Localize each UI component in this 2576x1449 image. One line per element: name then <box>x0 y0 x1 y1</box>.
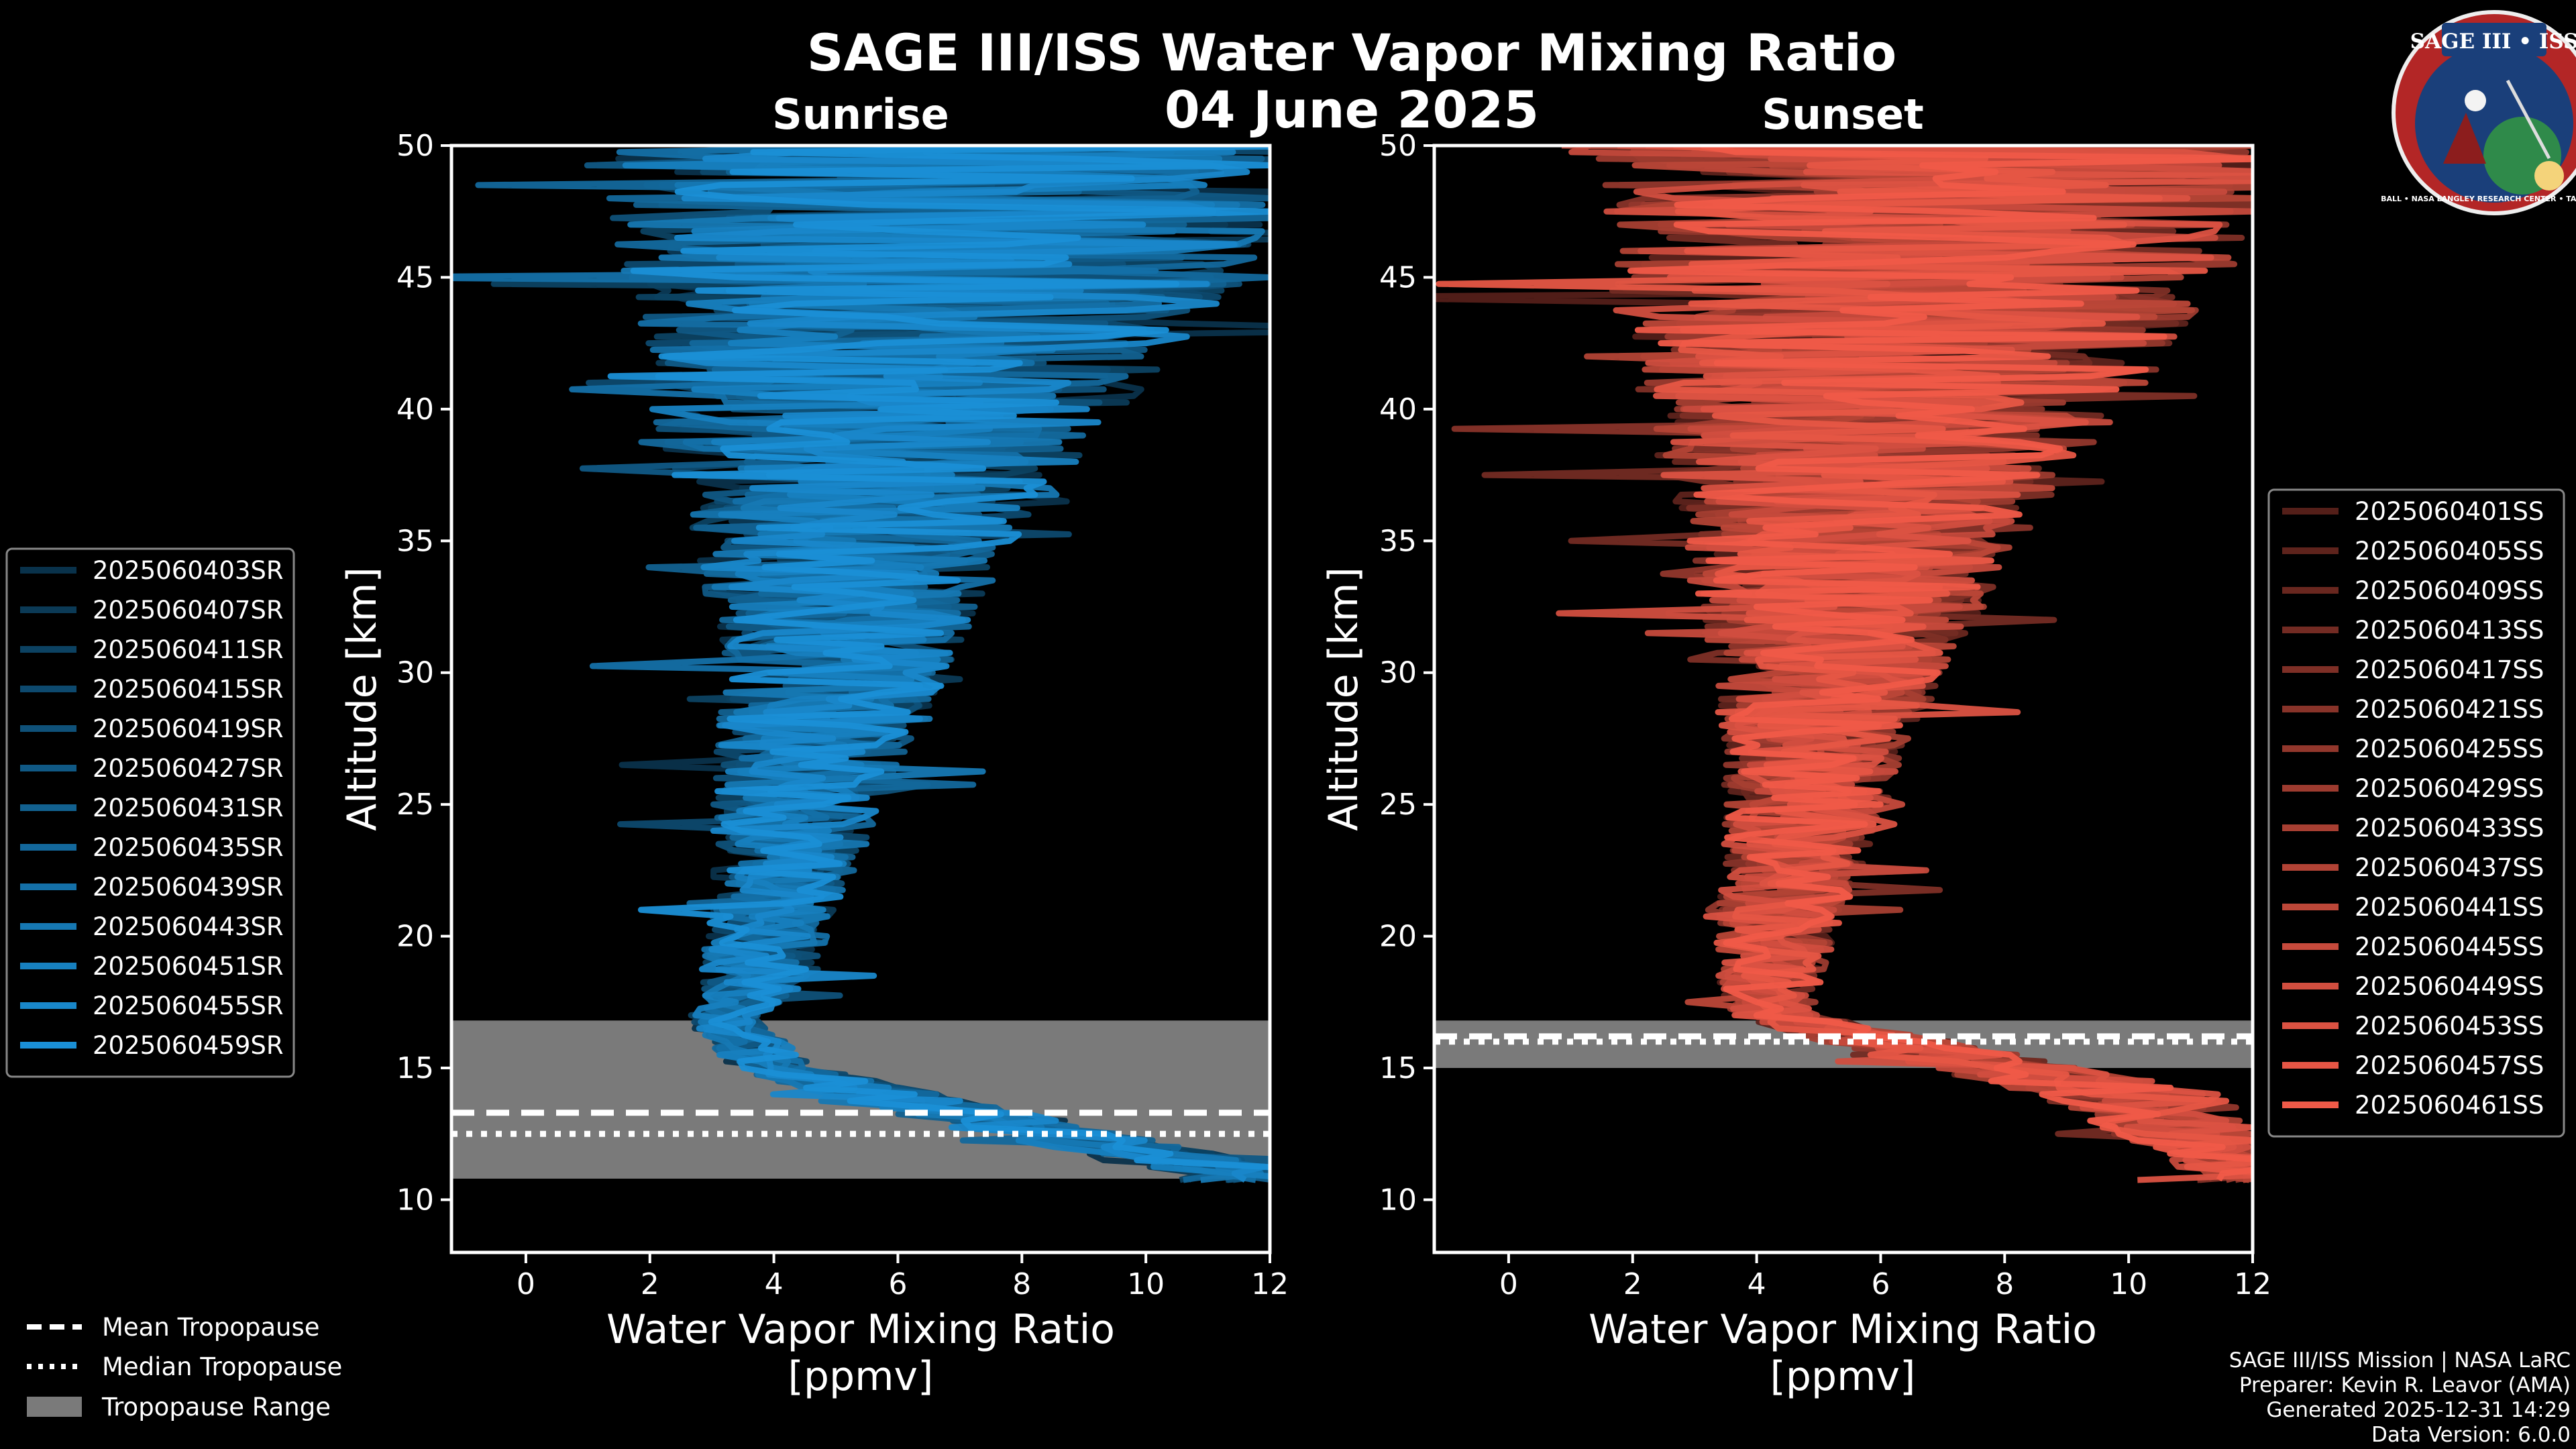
figure-date: 04 June 2025 <box>1165 80 1539 140</box>
sunrise-legend-item: 2025060403SR <box>93 556 284 585</box>
sunrise-ytick-label: 45 <box>396 260 434 294</box>
sunset-legend-item: 2025060449SS <box>2355 972 2544 1001</box>
sunset-legend-item: 2025060453SS <box>2355 1012 2544 1040</box>
sunset-xtick-label: 10 <box>2110 1267 2147 1301</box>
sunset-xtick-label: 0 <box>1499 1267 1518 1301</box>
sunrise-ytick-label: 20 <box>396 920 434 954</box>
logo-title: SAGE III • ISS <box>2410 30 2576 54</box>
chart-canvas: SAGE III/ISS Water Vapor Mixing Ratio 04… <box>0 0 2576 1449</box>
sunset-legend: 2025060401SS 2025060405SS 2025060409SS 2025… <box>2269 490 2564 1136</box>
sunrise-xtick-label: 12 <box>1251 1267 1289 1301</box>
sunrise-legend-item: 2025060455SR <box>93 991 284 1020</box>
sunrise-legend: 2025060403SR 2025060407SR 2025060411SR 2025… <box>7 549 294 1077</box>
sunset-ytick-label: 45 <box>1379 260 1417 294</box>
sunrise-ytick-label: 15 <box>396 1051 434 1085</box>
sunrise-ytick-label: 40 <box>396 392 434 427</box>
mean-tropopause-label: Mean Tropopause <box>102 1313 320 1342</box>
sunset-ytick-label: 50 <box>1379 129 1417 163</box>
tropopause-range-swatch <box>27 1397 82 1417</box>
footer-generated: Generated 2025-12-31 14:29 <box>2266 1398 2571 1422</box>
sunrise-legend-item: 2025060427SR <box>93 754 284 783</box>
sunrise-legend-item: 2025060451SR <box>93 952 284 981</box>
sunrise-ytick-label: 30 <box>396 656 434 690</box>
sunset-legend-item: 2025060437SS <box>2355 853 2544 882</box>
sunset-legend-item: 2025060433SS <box>2355 814 2544 843</box>
sunrise-xtick-label: 6 <box>888 1267 907 1301</box>
sunrise-legend-item: 2025060415SR <box>93 675 284 704</box>
sunrise-xtick-label: 4 <box>765 1267 784 1301</box>
sunrise-ylabel: Altitude [km] <box>339 567 386 831</box>
sunset-xtick-label: 4 <box>1748 1267 1766 1301</box>
sunrise-ytick-label: 35 <box>396 524 434 558</box>
sunrise-panel-title: Sunrise <box>772 90 949 139</box>
sunrise-xtick-label: 8 <box>1012 1267 1031 1301</box>
sunset-ytick-label: 20 <box>1379 920 1417 954</box>
sunrise-legend-item: 2025060459SR <box>93 1031 284 1060</box>
sunset-ytick-label: 25 <box>1379 788 1417 822</box>
sunset-panel-title: Sunset <box>1762 90 1924 139</box>
footer-mission: SAGE III/ISS Mission | NASA LaRC <box>2229 1348 2571 1373</box>
sunrise-ytick-label: 10 <box>396 1183 434 1217</box>
sunrise-legend-item: 2025060411SR <box>93 635 284 664</box>
sunrise-legend-item: 2025060431SR <box>93 794 284 822</box>
sunset-legend-item: 2025060421SS <box>2355 695 2544 724</box>
sunset-legend-item: 2025060461SS <box>2355 1091 2544 1120</box>
sunrise-legend-item: 2025060439SR <box>93 873 284 902</box>
sunrise-ytick-label: 50 <box>396 129 434 163</box>
sunrise-xtick-label: 2 <box>641 1267 659 1301</box>
sunset-legend-item: 2025060413SS <box>2355 616 2544 645</box>
footer-preparer: Preparer: Kevin R. Leavor (AMA) <box>2239 1373 2571 1397</box>
sunrise-xtick-label: 0 <box>517 1267 535 1301</box>
sunrise-xlabel-unit: [ppmv] <box>788 1353 934 1400</box>
sunset-ytick-label: 40 <box>1379 392 1417 427</box>
median-tropopause-label: Median Tropopause <box>102 1352 342 1381</box>
sunrise-legend-item: 2025060407SR <box>93 596 284 625</box>
sunset-legend-item: 2025060401SS <box>2355 497 2544 526</box>
tropopause-range-label: Tropopause Range <box>101 1393 331 1421</box>
sunset-legend-item: 2025060445SS <box>2355 932 2544 961</box>
sunset-xlabel: Water Vapor Mixing Ratio <box>1589 1306 2097 1353</box>
sunset-ytick-label: 35 <box>1379 524 1417 558</box>
sunset-legend-item: 2025060405SS <box>2355 537 2544 566</box>
sunset-ytick-label: 10 <box>1379 1183 1417 1217</box>
sunset-legend-item: 2025060417SS <box>2355 655 2544 684</box>
sunrise-legend-item: 2025060435SR <box>93 833 284 862</box>
sunset-legend-item: 2025060409SS <box>2355 576 2544 605</box>
figure-title: SAGE III/ISS Water Vapor Mixing Ratio <box>807 23 1897 83</box>
sunset-ylabel: Altitude [km] <box>1320 567 1367 831</box>
sunset-xtick-label: 12 <box>2234 1267 2271 1301</box>
sunrise-legend-item: 2025060443SR <box>93 912 284 941</box>
sunrise-ytick-label: 25 <box>396 788 434 822</box>
sunset-ytick-label: 15 <box>1379 1051 1417 1085</box>
sunset-legend-item: 2025060425SS <box>2355 735 2544 763</box>
sunrise-legend-item: 2025060419SR <box>93 714 284 743</box>
sunrise-xtick-label: 10 <box>1127 1267 1165 1301</box>
sunset-legend-item: 2025060457SS <box>2355 1051 2544 1080</box>
sunset-xtick-label: 6 <box>1871 1267 1890 1301</box>
sunset-xtick-label: 2 <box>1623 1267 1642 1301</box>
sunrise-xlabel: Water Vapor Mixing Ratio <box>606 1306 1115 1353</box>
sunset-ytick-label: 30 <box>1379 656 1417 690</box>
sunset-xlabel-unit: [ppmv] <box>1770 1353 1916 1400</box>
sunset-legend-item: 2025060441SS <box>2355 893 2544 922</box>
sunset-legend-item: 2025060429SS <box>2355 774 2544 803</box>
logo-ring-text: BALL • NASA LANGLEY RESEARCH CENTER • TA… <box>2381 195 2576 203</box>
tropopause-legend: Mean Tropopause Median Tropopause Tropop… <box>27 1313 342 1421</box>
footer-version: Data Version: 6.0.0 <box>2371 1423 2571 1447</box>
sunset-xtick-label: 8 <box>1995 1267 2014 1301</box>
